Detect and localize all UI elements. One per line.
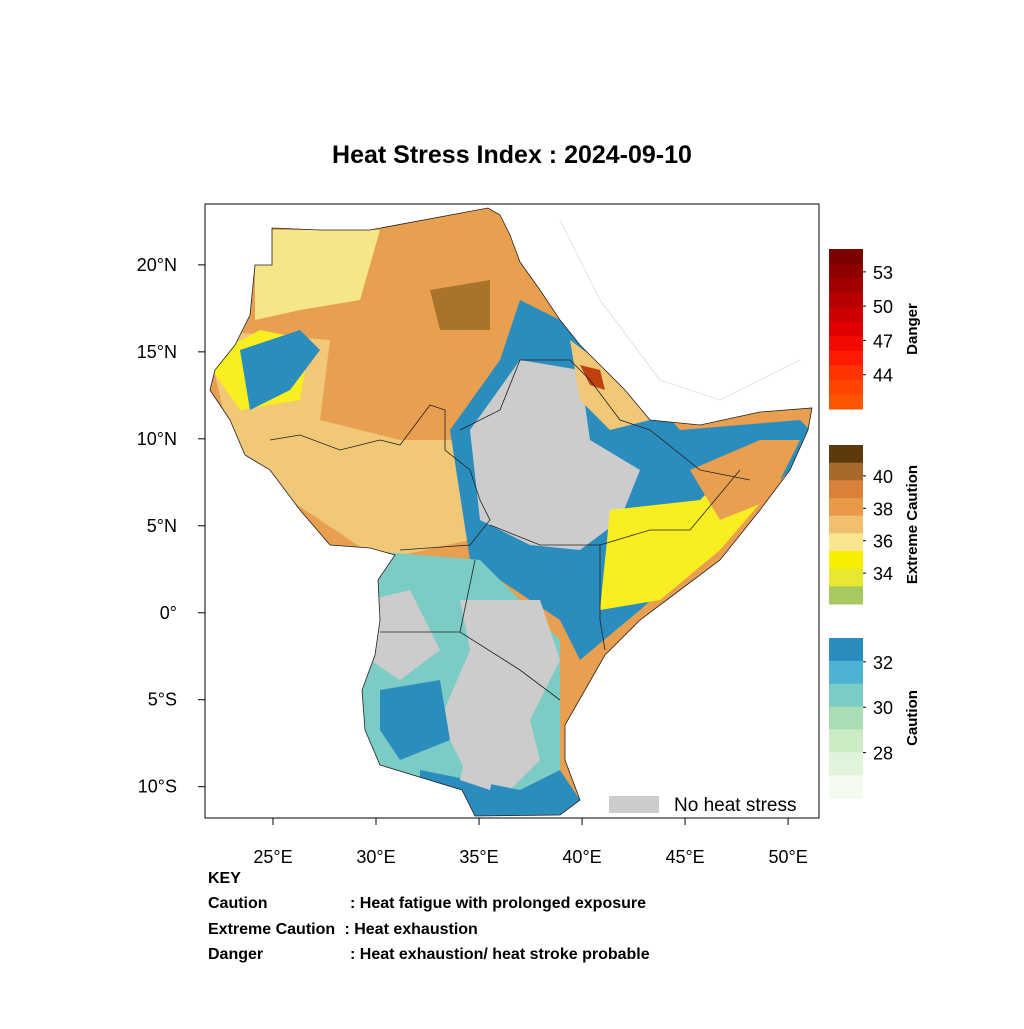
key-desc: : Heat fatigue with prolonged exposure bbox=[350, 895, 646, 912]
key-term: Extreme Caution bbox=[208, 921, 335, 938]
borders bbox=[209, 207, 813, 817]
colorbar-cell bbox=[829, 586, 863, 605]
colorbar-cell bbox=[829, 498, 863, 517]
colorbar-cell bbox=[829, 775, 863, 799]
raster-zone bbox=[570, 340, 650, 430]
map-frame bbox=[204, 203, 820, 819]
y-tick-label: 10°S bbox=[138, 777, 177, 797]
colorbar-cell bbox=[829, 752, 863, 776]
colorbars: 53 50 47 44 Danger 40 38 36 34 Extreme Caution 32 3… bbox=[829, 249, 921, 799]
colorbar-title: Caution bbox=[904, 690, 921, 746]
x-tick-label: 45°E bbox=[665, 847, 704, 867]
raster-zone bbox=[380, 680, 450, 760]
y-tick-label: 15°N bbox=[137, 342, 177, 362]
colorbar-cell bbox=[829, 336, 863, 352]
colorbar-tick-label: 47 bbox=[873, 331, 893, 351]
key-term: Danger bbox=[208, 946, 263, 963]
raster-zone bbox=[430, 280, 490, 330]
colorbar-cell bbox=[829, 706, 863, 730]
colorbar-tick-label: 28 bbox=[873, 744, 893, 764]
raster-zone bbox=[470, 360, 640, 550]
x-tick-label: 35°E bbox=[459, 847, 498, 867]
y-tick-label: 5°S bbox=[148, 690, 177, 710]
colorbar-tick-label: 32 bbox=[873, 653, 893, 673]
x-tick-label: 40°E bbox=[562, 847, 601, 867]
colorbar-tick-label: 44 bbox=[873, 366, 893, 386]
colorbar-tick-label: 36 bbox=[873, 532, 893, 552]
colorbar-cell bbox=[829, 249, 863, 265]
colorbar-tick-label: 38 bbox=[873, 499, 893, 519]
heat-raster bbox=[210, 208, 812, 816]
y-tick-label: 20°N bbox=[137, 255, 177, 275]
x-tick-label: 25°E bbox=[253, 847, 292, 867]
colorbar-tick-label: 34 bbox=[873, 564, 893, 584]
colorbar-cell bbox=[829, 515, 863, 534]
y-tick-label: 0° bbox=[160, 603, 177, 623]
colorbar-cell bbox=[829, 445, 863, 464]
colorbar-cell bbox=[829, 638, 863, 662]
colorbar-tick-label: 50 bbox=[873, 297, 893, 317]
colorbar-cell bbox=[829, 307, 863, 323]
colorbar-tick-label: 40 bbox=[873, 467, 893, 487]
key-desc: : Heat exhaustion bbox=[340, 921, 478, 938]
colorbar-cell bbox=[829, 321, 863, 337]
colorbar-cell bbox=[829, 394, 863, 410]
colorbar-tick-label: 30 bbox=[873, 698, 893, 718]
key: KEY Caution : Heat fatigue with prolonge… bbox=[208, 870, 650, 963]
x-tick-label: 30°E bbox=[356, 847, 395, 867]
colorbar-cell bbox=[829, 683, 863, 708]
colorbar-cell bbox=[829, 292, 863, 308]
colorbar-cell bbox=[829, 278, 863, 294]
colorbar-cell bbox=[829, 350, 863, 366]
raster-zone bbox=[580, 365, 605, 390]
colorbar-cell bbox=[829, 480, 863, 499]
colorbar-cell bbox=[829, 729, 863, 753]
colorbar-cell bbox=[829, 533, 863, 552]
raster-zone bbox=[690, 440, 800, 520]
colorbar-cell bbox=[829, 462, 863, 481]
y-tick-label: 5°N bbox=[147, 516, 177, 536]
raster-zone bbox=[460, 730, 500, 790]
colorbar-cell bbox=[829, 263, 863, 279]
colorbar-tick-label: 53 bbox=[873, 263, 893, 283]
raster-zone bbox=[240, 330, 320, 410]
colorbar-title: Extreme Caution bbox=[904, 465, 921, 584]
outside-coast bbox=[559, 219, 801, 401]
x-tick-label: 50°E bbox=[768, 847, 807, 867]
raster-zone bbox=[255, 230, 380, 320]
colorbar-cell bbox=[829, 379, 863, 395]
key-title: KEY bbox=[208, 870, 241, 887]
axes: 25°E 30°E 35°E 40°E 45°E 50°E 20°N 15°N 10°N 5°N 0… bbox=[137, 255, 808, 867]
raster-zone bbox=[370, 590, 440, 680]
colorbar-cell bbox=[829, 365, 863, 381]
colorbar-cell bbox=[829, 568, 863, 587]
no-stress-label: No heat stress bbox=[674, 795, 797, 816]
title: Heat Stress Index : 2024-09-10 bbox=[332, 141, 692, 169]
no-stress-swatch bbox=[609, 796, 659, 813]
colorbar-cell bbox=[829, 660, 863, 685]
colorbar-title: Danger bbox=[904, 303, 921, 355]
colorbar-cell bbox=[829, 551, 863, 570]
key-term: Caution bbox=[208, 895, 268, 912]
key-desc: : Heat exhaustion/ heat stroke probable bbox=[350, 946, 650, 963]
y-tick-label: 10°N bbox=[137, 429, 177, 449]
